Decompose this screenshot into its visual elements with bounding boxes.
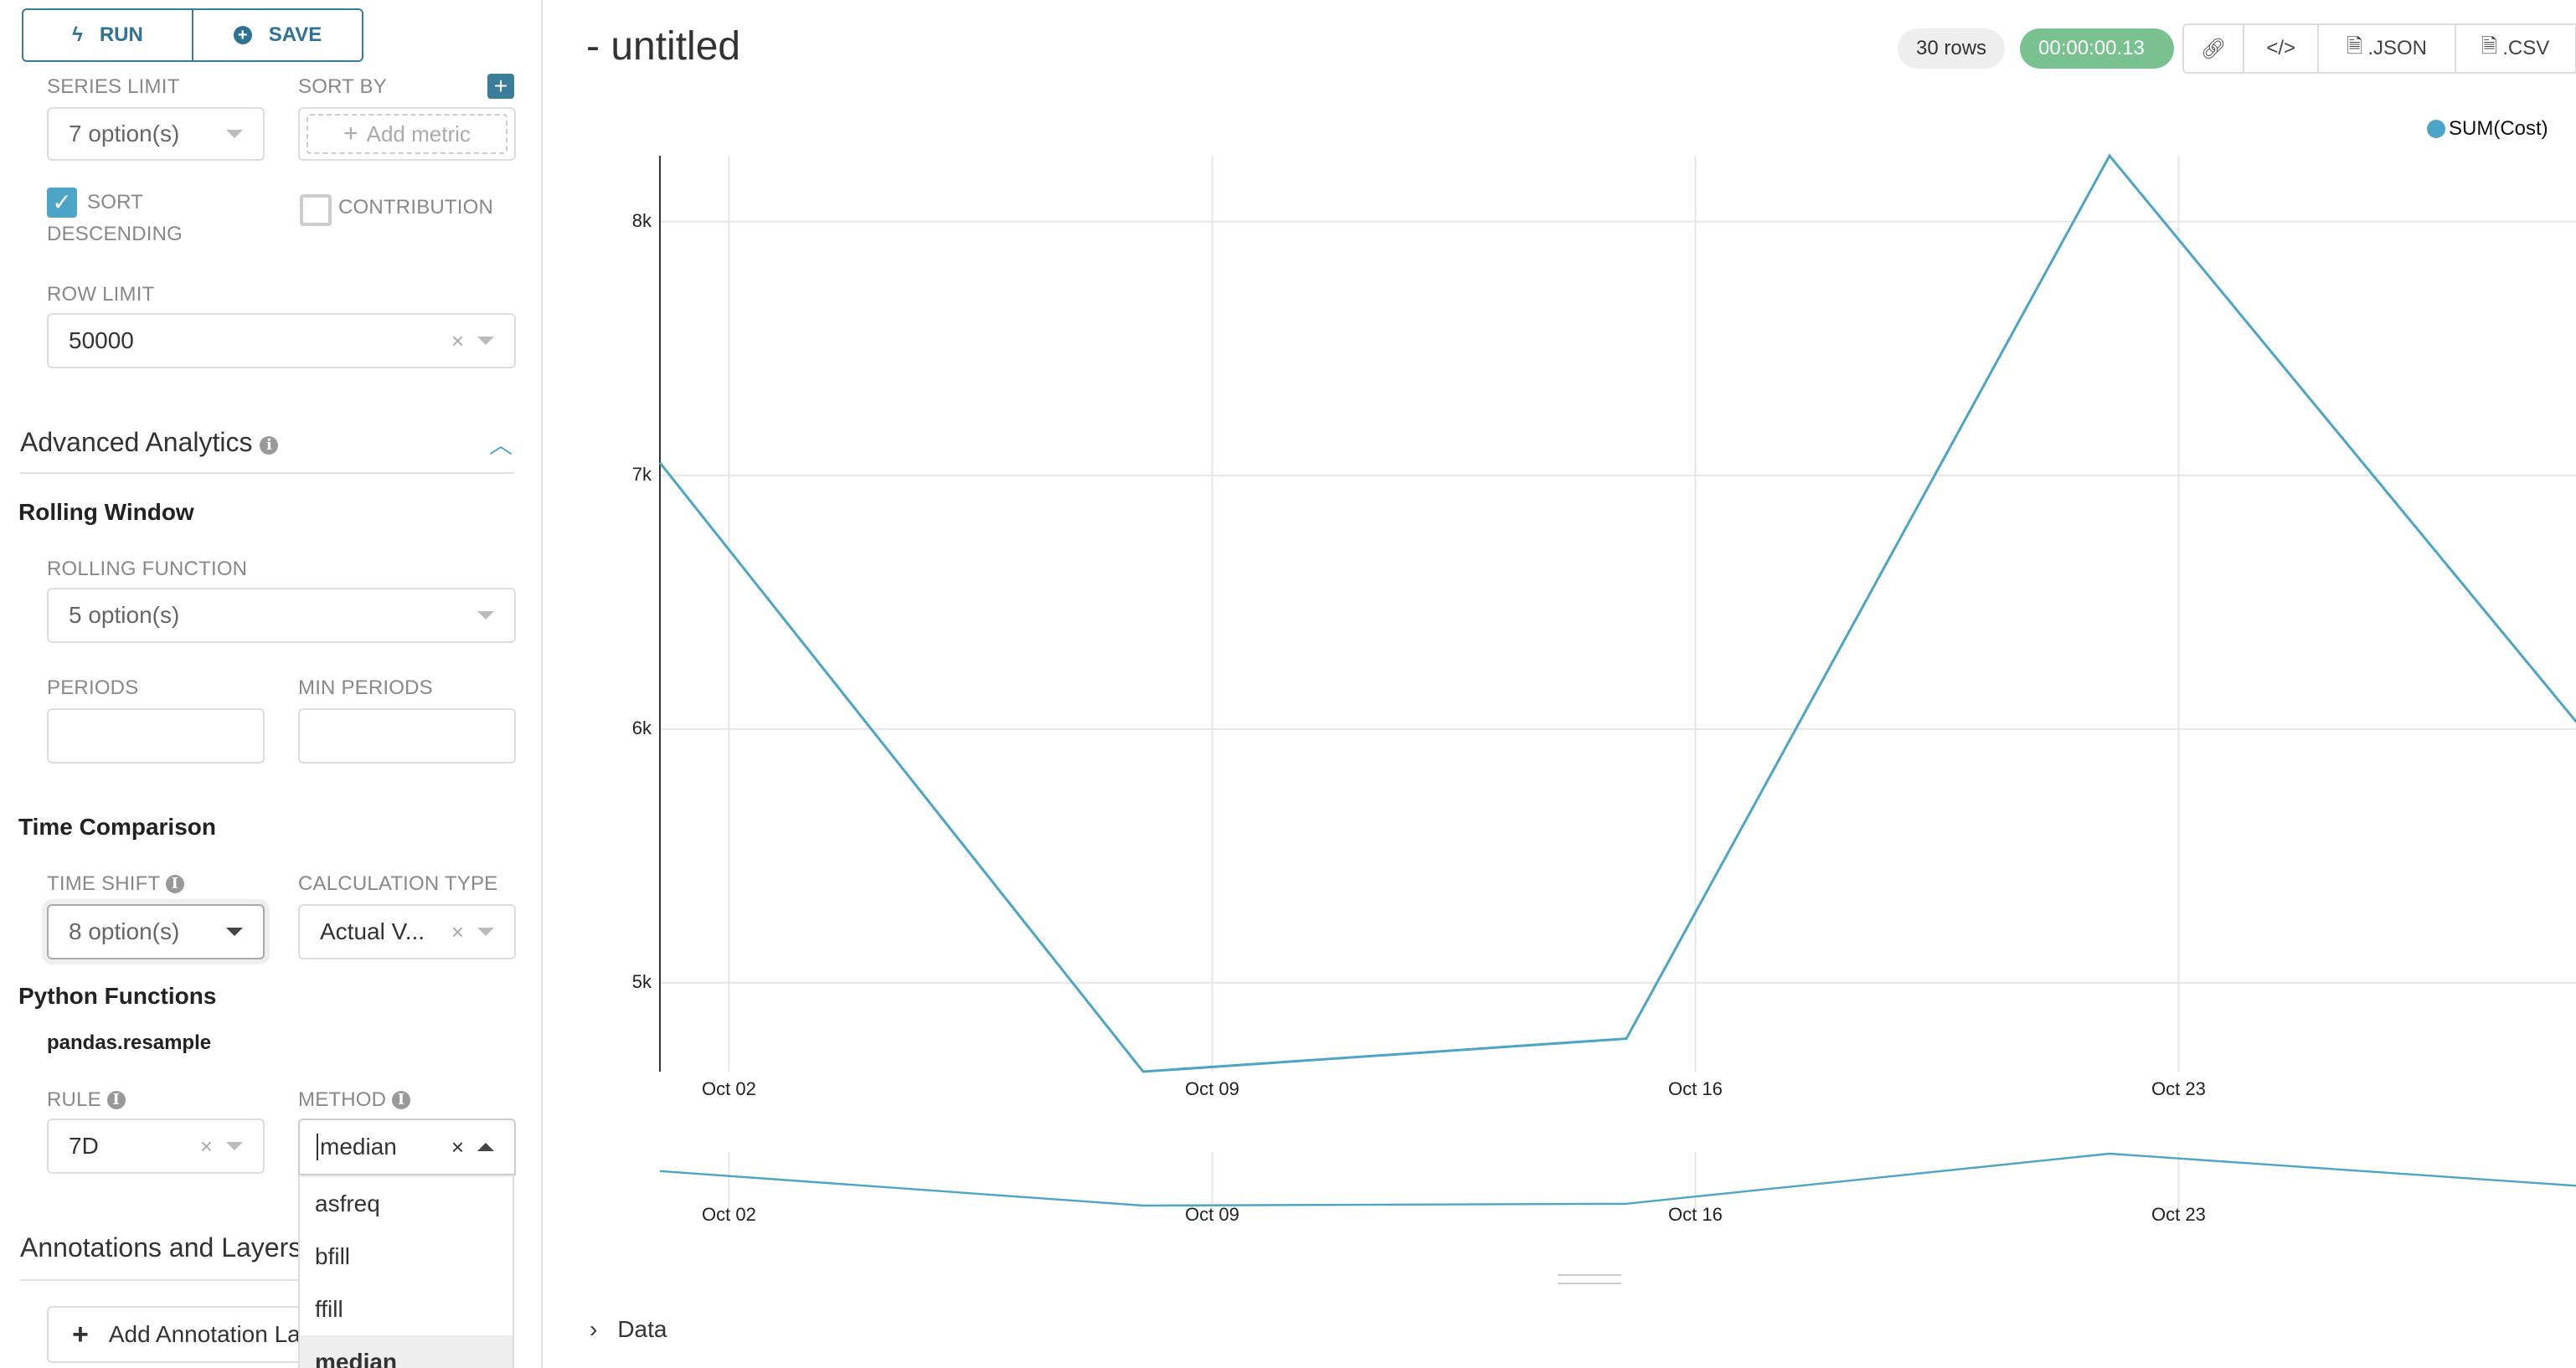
chevron-down-icon — [477, 928, 494, 936]
clear-icon[interactable]: × — [451, 327, 464, 353]
clear-icon[interactable]: × — [451, 1134, 464, 1160]
file-code-icon: 🗎 — [2347, 34, 2363, 58]
x-tick-label: Oct 16 — [1668, 1078, 1723, 1099]
save-button[interactable]: + SAVE — [192, 10, 362, 60]
rolling-window-title: Rolling Window — [18, 499, 194, 525]
info-icon[interactable]: i — [392, 1091, 411, 1109]
time-shift-label: TIME SHIFT i — [47, 872, 184, 896]
min-periods-input[interactable] — [298, 708, 516, 764]
legend-item[interactable]: SUM(Cost) — [2427, 117, 2548, 141]
time-shift-select[interactable]: 8 option(s) — [47, 904, 265, 959]
info-icon[interactable]: i — [165, 875, 184, 893]
plus-icon: + — [72, 1318, 89, 1350]
y-tick-label: 8k — [631, 209, 652, 231]
chevron-up-icon — [477, 1143, 494, 1151]
method-dropdown-menu: asfreq bfill ffill median — [298, 1175, 514, 1368]
row-limit-select[interactable]: 50000 × — [47, 313, 516, 368]
resize-handle[interactable] — [1558, 1274, 1621, 1284]
chart-title[interactable]: - untitled — [586, 24, 741, 69]
y-tick-label: 5k — [631, 970, 652, 992]
series-limit-label: SERIES LIMIT — [47, 75, 180, 98]
y-tick-label: 7k — [631, 463, 652, 485]
divider — [20, 1279, 514, 1281]
periods-input[interactable] — [47, 708, 265, 764]
min-periods-label: MIN PERIODS — [298, 676, 433, 699]
run-button[interactable]: ϟ RUN — [72, 23, 143, 46]
periods-label: PERIODS — [47, 676, 139, 699]
sort-descending-label: SORT — [87, 191, 144, 213]
file-text-icon: 🗎 — [2481, 34, 2498, 58]
method-select[interactable]: median × — [298, 1119, 516, 1175]
method-option[interactable]: asfreq — [315, 1191, 380, 1216]
link-icon: 🔗︎ — [2200, 37, 2227, 60]
sort-by-label: SORT BY — [298, 75, 387, 98]
series-line — [658, 153, 2576, 1073]
method-option[interactable]: ffill — [315, 1296, 343, 1322]
bolt-icon: ϟ — [72, 23, 83, 46]
chevron-down-icon — [477, 611, 494, 620]
add-metric-button[interactable]: + Add metric — [307, 114, 507, 154]
x-tick-label: Oct 23 — [2151, 1078, 2206, 1099]
contribution-label: CONTRIBUTION — [338, 196, 494, 219]
sort-descending-checkbox[interactable]: ✓ — [47, 188, 77, 218]
rule-label: RULE i — [47, 1088, 126, 1112]
series-limit-select[interactable]: 7 option(s) — [47, 107, 265, 161]
chevron-down-icon — [226, 130, 243, 138]
info-icon[interactable]: i — [106, 1091, 126, 1109]
x-tick-label: Oct 16 — [1668, 1204, 1723, 1225]
plus-icon: + — [343, 120, 358, 147]
calculation-type-label: CALCULATION TYPE — [298, 872, 498, 895]
legend-dot-icon — [2427, 120, 2445, 138]
query-timer-badge: 00:00:00.13 — [2020, 28, 2174, 69]
sort-by-field[interactable]: + Add metric — [298, 107, 516, 161]
rolling-function-select[interactable]: 5 option(s) — [47, 588, 516, 643]
chevron-right-icon: › — [590, 1316, 598, 1342]
x-tick-label: Oct 02 — [702, 1204, 756, 1225]
x-tick-label: Oct 09 — [1185, 1204, 1239, 1225]
clear-icon[interactable]: × — [199, 1133, 213, 1159]
method-label: METHOD i — [298, 1088, 411, 1112]
pandas-resample-label: pandas.resample — [47, 1031, 212, 1054]
add-sort-button[interactable]: + — [487, 74, 514, 99]
divider — [20, 472, 514, 474]
row-limit-label: ROW LIMIT — [47, 283, 155, 306]
contribution-checkbox[interactable] — [300, 194, 332, 226]
chart-actions: 🔗︎ </> 🗎.JSON 🗎.CSV ≡ — [2182, 23, 2576, 74]
sort-descending-label-2: DESCENDING — [47, 223, 183, 245]
calculation-type-select[interactable]: Actual V... × — [298, 904, 516, 959]
advanced-analytics-header[interactable]: Advanced Analytics i — [20, 427, 279, 458]
x-tick-label: Oct 09 — [1185, 1078, 1239, 1099]
export-json-button[interactable]: 🗎 .JSON — [2317, 25, 2454, 72]
method-option[interactable]: bfill — [315, 1243, 351, 1269]
control-panel: ϟ RUN + SAVE SERIES LIMIT 7 option(s) SORT… — [0, 0, 543, 1368]
brush-series-line — [659, 1152, 2576, 1207]
more-menu-button[interactable]: ≡ — [2574, 25, 2576, 72]
annotations-header[interactable]: Annotations and Layers — [20, 1232, 302, 1263]
chevron-up-icon[interactable]: ︿ — [489, 432, 513, 458]
rolling-function-label: ROLLING FUNCTION — [47, 558, 248, 580]
info-icon[interactable]: i — [260, 436, 279, 455]
method-option-selected[interactable]: median — [300, 1335, 513, 1368]
export-csv-button[interactable]: 🗎 .CSV — [2454, 25, 2575, 72]
y-tick-label: 6k — [631, 717, 652, 738]
code-icon: </> — [2266, 37, 2296, 59]
data-panel-toggle[interactable]: › Data — [590, 1316, 667, 1342]
plus-circle-icon: + — [233, 26, 252, 44]
run-save-group: ϟ RUN + SAVE — [22, 8, 363, 62]
chevron-down-icon — [226, 1142, 243, 1150]
chevron-down-icon — [226, 928, 243, 936]
clear-icon[interactable]: × — [451, 918, 464, 944]
chevron-down-icon — [477, 337, 494, 345]
link-button[interactable]: 🔗︎ — [2184, 25, 2243, 72]
python-functions-title: Python Functions — [18, 983, 217, 1009]
rule-select[interactable]: 7D × — [47, 1119, 265, 1174]
time-comparison-title: Time Comparison — [18, 814, 216, 840]
row-count-badge: 30 rows — [1898, 28, 2006, 69]
embed-code-button[interactable]: </> — [2242, 25, 2317, 72]
x-tick-label: Oct 23 — [2151, 1204, 2206, 1225]
x-tick-label: Oct 02 — [702, 1078, 756, 1099]
